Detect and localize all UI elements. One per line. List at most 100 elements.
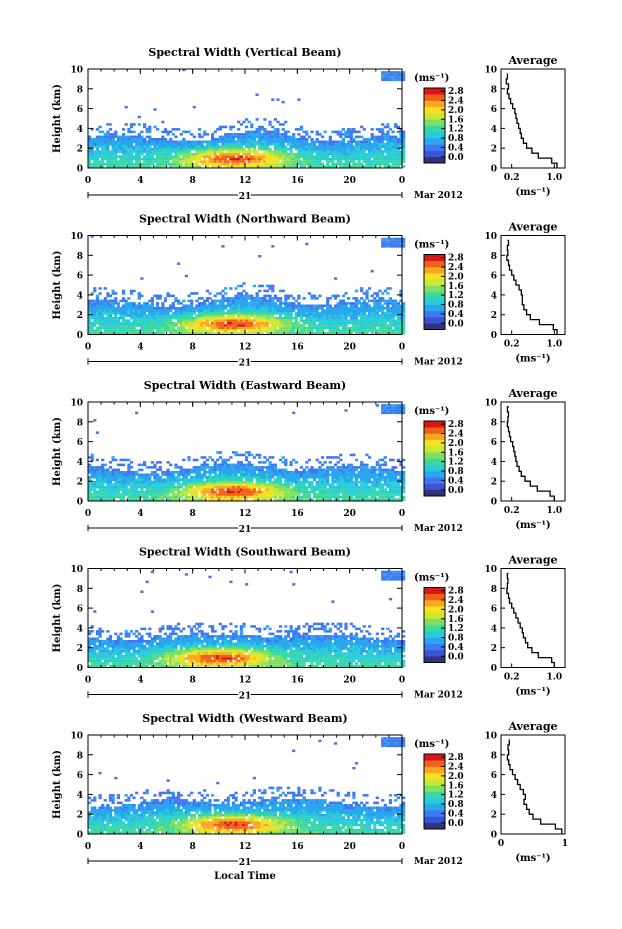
heat-cell xyxy=(394,314,398,317)
heat-cell xyxy=(163,324,168,327)
heat-cell xyxy=(174,157,178,161)
heat-cell xyxy=(258,147,262,151)
heat-cell xyxy=(116,493,120,496)
heat-cell xyxy=(174,480,178,484)
heat-cell xyxy=(101,488,105,491)
heat-cell xyxy=(378,331,382,335)
heat-cell xyxy=(106,299,110,303)
panel-title: Spectral Width (Northward Beam) xyxy=(139,213,351,226)
heat-cell xyxy=(331,324,335,327)
heat-cell xyxy=(103,150,107,153)
heat-cell xyxy=(205,147,209,151)
colorbar-tick-label: 2.8 xyxy=(448,87,464,97)
heat-cell xyxy=(268,488,272,491)
heat-cell xyxy=(284,463,288,467)
heat-cell xyxy=(347,140,351,143)
heat-cell xyxy=(260,461,264,464)
heat-cell xyxy=(161,321,165,325)
heat-cell xyxy=(399,155,403,158)
heat-cell xyxy=(289,316,293,320)
heat-cell xyxy=(354,299,359,303)
heat-cell xyxy=(98,488,102,491)
heat-cell xyxy=(98,130,102,134)
heat-cell xyxy=(273,135,277,139)
heat-cell xyxy=(258,316,262,320)
heat-cell xyxy=(237,314,241,317)
heat-cell xyxy=(252,155,256,158)
heat-cell xyxy=(88,143,92,146)
colorbar-tick-label: 2.8 xyxy=(448,254,464,264)
heat-cell xyxy=(90,312,94,315)
heat-cell xyxy=(90,314,94,317)
heat-cell xyxy=(326,456,330,459)
heat-cell xyxy=(135,316,139,320)
heat-cell xyxy=(135,165,139,168)
heat-cell xyxy=(239,145,243,148)
heat-cell xyxy=(153,480,157,484)
heat-cell xyxy=(200,324,204,327)
heat-cell xyxy=(284,152,288,156)
heat-cell xyxy=(197,321,202,325)
heat-cell xyxy=(239,312,243,315)
heat-cell xyxy=(279,302,283,305)
heat-cell xyxy=(208,456,212,459)
heat-cell xyxy=(362,140,366,143)
heat-cell xyxy=(279,324,283,327)
heat-cell xyxy=(242,304,246,307)
heat-cell xyxy=(252,473,256,476)
heat-cell xyxy=(90,329,94,332)
heat-cell xyxy=(388,76,393,79)
heat-cell xyxy=(122,471,126,474)
heat-cell xyxy=(234,480,238,484)
heat-cell xyxy=(331,493,335,496)
heat-cell xyxy=(394,302,398,305)
heat-cell xyxy=(211,157,215,161)
heat-cell xyxy=(318,312,322,315)
heat-cell xyxy=(368,157,372,161)
heat-cell xyxy=(98,485,102,489)
heat-cell xyxy=(200,152,204,156)
heat-cell xyxy=(108,138,113,141)
heat-cell xyxy=(237,321,241,325)
heat-cell xyxy=(163,309,168,312)
heat-cell xyxy=(365,307,369,310)
heat-cell xyxy=(315,297,319,300)
heat-cell xyxy=(386,147,390,151)
heat-cell xyxy=(116,490,120,494)
heat-cell xyxy=(129,466,134,469)
heat-cell xyxy=(208,140,212,143)
heat-cell xyxy=(305,140,309,143)
heat-cell xyxy=(208,292,212,295)
heat-cell xyxy=(344,160,348,163)
heat-cell xyxy=(284,314,288,317)
heat-cell xyxy=(169,498,173,501)
heat-cell xyxy=(229,160,233,163)
heat-cell xyxy=(158,329,162,332)
heat-cell xyxy=(258,485,262,489)
heat-cell xyxy=(153,466,157,469)
heat-cell xyxy=(328,143,332,146)
heat-cell xyxy=(310,485,314,489)
heat-cell xyxy=(334,495,338,499)
heat-cell xyxy=(203,321,207,325)
heat-cell xyxy=(396,242,400,246)
heat-cell xyxy=(281,329,285,332)
heat-cell xyxy=(347,321,351,325)
heat-cell xyxy=(297,160,301,163)
heat-cell xyxy=(242,453,246,457)
heat-cell xyxy=(161,147,165,151)
heat-cell xyxy=(106,145,110,148)
heat-cell xyxy=(187,309,191,312)
heat-cell xyxy=(370,314,374,317)
heat-cell xyxy=(260,145,264,148)
heat-cell xyxy=(187,294,191,298)
heat-cell xyxy=(179,490,183,494)
heat-cell xyxy=(318,468,322,472)
heat-cell xyxy=(284,331,288,335)
heat-cell xyxy=(108,319,113,322)
heat-cell xyxy=(237,297,241,300)
heat-cell xyxy=(302,143,306,146)
heat-cell xyxy=(211,490,215,494)
heat-cell xyxy=(119,157,123,161)
heat-cell xyxy=(265,140,270,143)
